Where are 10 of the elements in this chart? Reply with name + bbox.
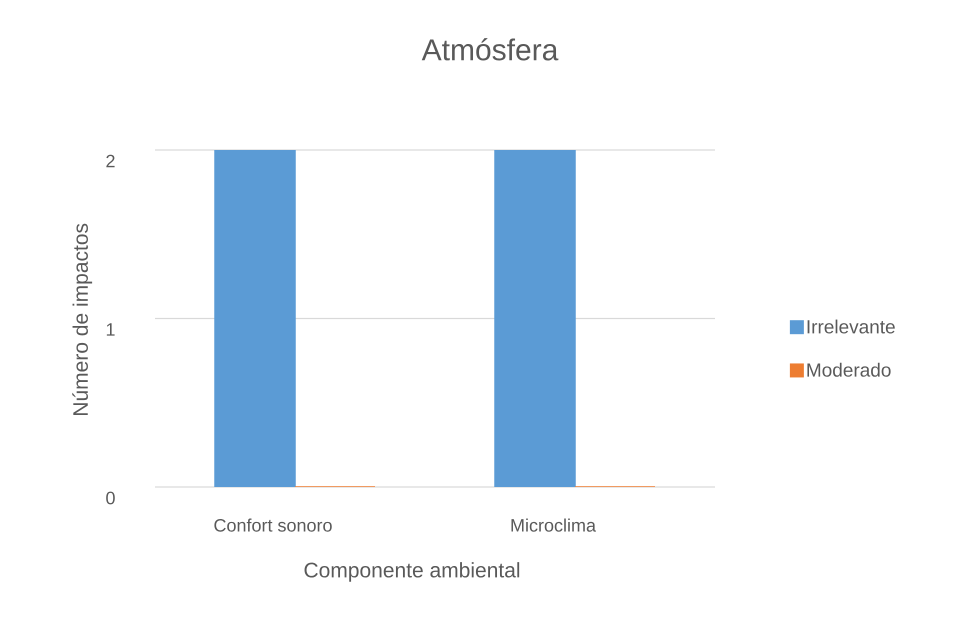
x-tick-label: Microclima (511, 518, 596, 532)
x-tick-label: Confort sonoro (214, 518, 332, 532)
y-tick-label: 1 (106, 323, 115, 336)
y-axis-title: Número de impactos (72, 224, 92, 415)
y-tick-label: 0 (106, 492, 115, 504)
legend-label: Moderado (807, 362, 891, 377)
x-axis-title: Componente ambiental (304, 562, 520, 582)
chart-title: Atmósfera (422, 38, 558, 60)
y-tick-label: 2 (106, 154, 115, 168)
legend-label: Irrelevante (808, 320, 895, 334)
